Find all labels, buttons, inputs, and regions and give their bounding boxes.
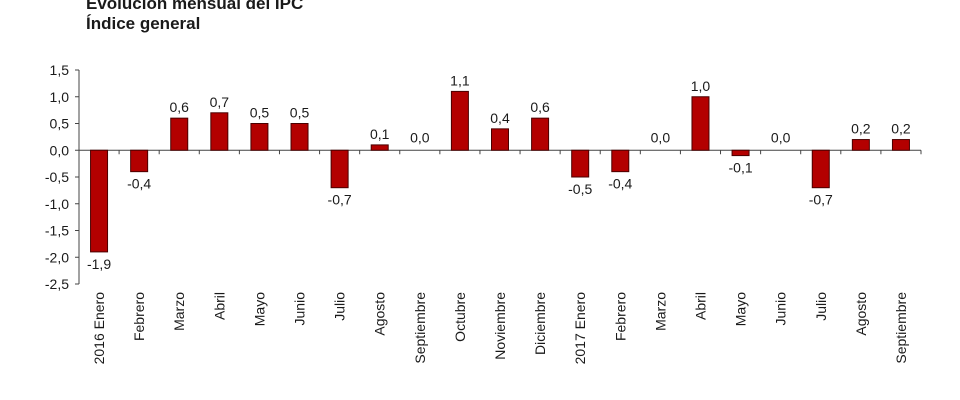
y-tick-label: 1,5: [50, 62, 70, 78]
data-label: 0,1: [370, 126, 390, 142]
category-label: Septiembre: [412, 292, 428, 364]
y-tick-label: -2,5: [45, 276, 69, 292]
chart-title: Evolución mensual del IPC: [86, 0, 304, 13]
y-tick-label: -1,0: [45, 196, 69, 212]
data-label: 0,7: [210, 94, 230, 110]
chart-subtitle: Índice general: [86, 14, 201, 33]
bar: [90, 149, 109, 253]
category-label: Febrero: [131, 292, 147, 341]
data-label: -0,5: [568, 181, 592, 197]
bar: [731, 149, 750, 157]
bar: [370, 144, 389, 151]
bar: [491, 128, 509, 151]
data-label: -0,7: [809, 192, 833, 208]
data-label: 0,5: [290, 105, 310, 121]
y-tick-label: -2,0: [45, 249, 69, 265]
category-label: Julio: [332, 292, 348, 321]
data-label: -0,4: [127, 176, 151, 192]
category-label: Junio: [292, 292, 308, 326]
category-label: Abril: [211, 292, 227, 320]
data-label: 0,6: [170, 99, 190, 115]
data-label: -1,9: [87, 256, 111, 272]
bar: [130, 149, 149, 173]
category-label: Agosto: [853, 292, 869, 336]
category-label: Marzo: [171, 292, 187, 331]
chart-title-block: Evolución mensual del IPC Índice general: [86, 0, 303, 34]
bar: [851, 139, 870, 151]
bar: [611, 149, 630, 173]
bar: [450, 90, 469, 151]
data-label: 0,0: [410, 129, 430, 145]
y-tick-label: -0,5: [45, 169, 69, 185]
category-label: Noviembre: [492, 292, 508, 360]
y-tick-label: 0,0: [50, 142, 70, 158]
category-label: Diciembre: [532, 292, 548, 355]
data-label: 0,6: [530, 99, 550, 115]
bar: [330, 149, 349, 189]
category-label: 2017 Enero: [572, 292, 588, 365]
data-label: 0,0: [771, 129, 791, 145]
bar: [531, 117, 550, 151]
category-label: Junio: [773, 292, 789, 326]
category-label: Mayo: [733, 292, 749, 326]
category-label: Mayo: [251, 292, 267, 326]
bar: [691, 96, 710, 151]
data-label: 0,4: [490, 110, 510, 126]
data-label: -0,7: [328, 192, 352, 208]
y-tick-label: -1,5: [45, 223, 69, 239]
bar: [210, 112, 229, 151]
category-label: Octubre: [452, 292, 468, 342]
data-label: 1,1: [450, 72, 470, 88]
category-label: Agosto: [372, 292, 388, 336]
category-label: 2016 Enero: [91, 292, 107, 365]
y-tick-label: 1,0: [50, 89, 70, 105]
data-label: -0,4: [608, 176, 632, 192]
category-label: Septiembre: [893, 292, 909, 364]
data-label: 1,0: [691, 78, 711, 94]
category-label: Febrero: [612, 292, 628, 341]
data-label: 0,0: [651, 129, 671, 145]
data-label: 0,2: [851, 121, 871, 137]
bar: [571, 149, 590, 178]
bar: [811, 149, 830, 189]
category-label: Julio: [813, 292, 829, 321]
bar: [250, 123, 269, 151]
bar: [290, 123, 309, 151]
category-label: Marzo: [652, 292, 668, 331]
y-tick-label: 0,5: [50, 116, 70, 132]
bar: [170, 117, 189, 151]
data-label: 0,2: [891, 121, 911, 137]
data-label: -0,1: [729, 160, 753, 176]
category-label: Abril: [692, 292, 708, 320]
data-label: 0,5: [250, 105, 270, 121]
bar: [891, 139, 910, 151]
